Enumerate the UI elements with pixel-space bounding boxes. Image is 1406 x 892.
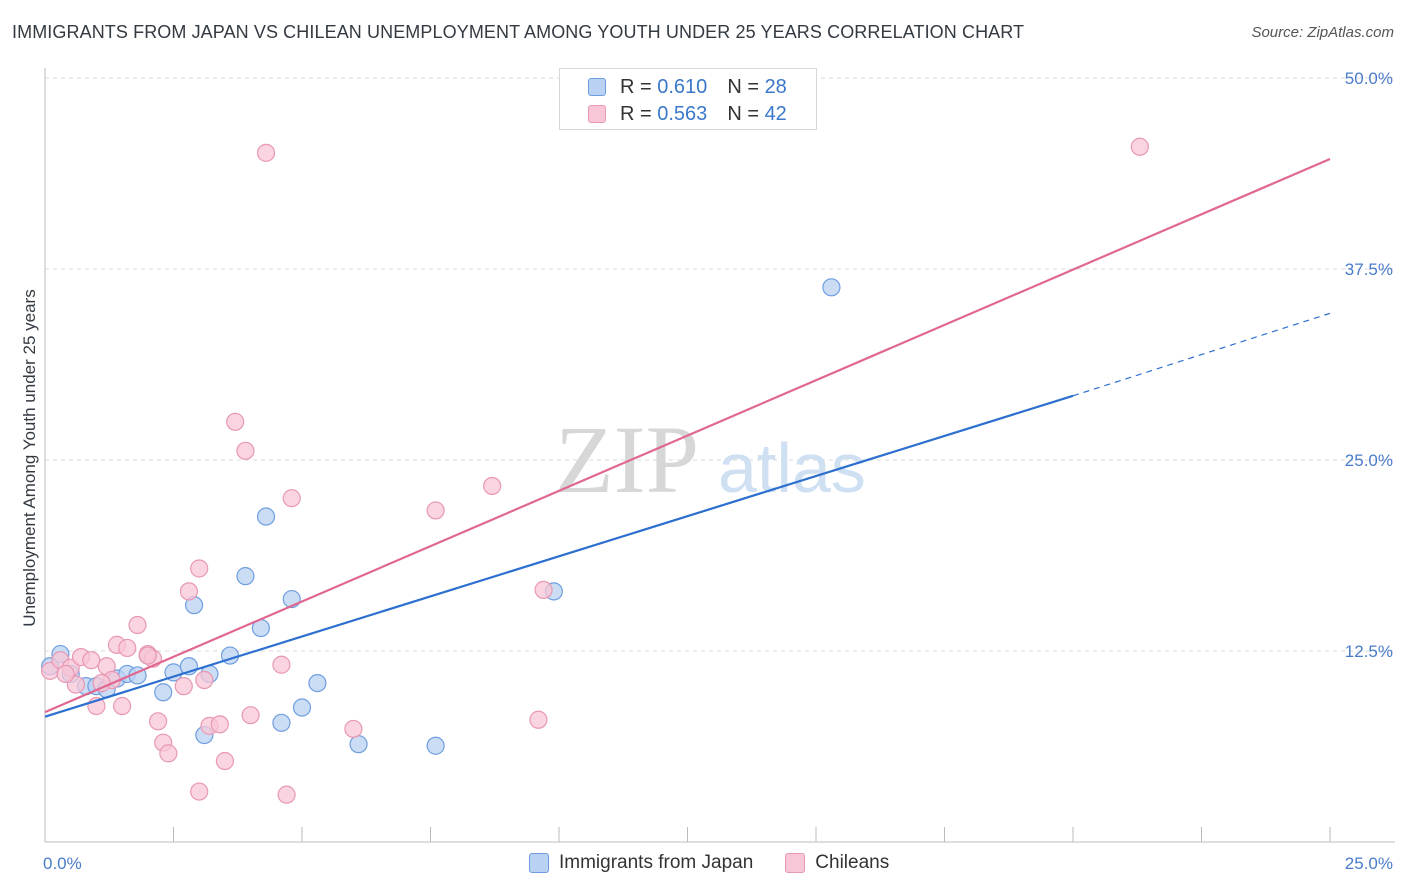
point-chileans [256,143,276,162]
legend-n-value: 28 [764,75,787,98]
point-chileans [128,615,147,635]
point-chileans [118,638,137,658]
trendline-chileans [44,157,1331,714]
legend-n-value: 42 [764,102,787,125]
point-chileans [159,744,178,763]
point-japan [256,507,276,526]
legend-row-japan: R = 0.610 N = 28 [560,74,787,100]
x-tick-label: 0.0% [43,854,82,873]
trendline-extension-japan [1072,312,1331,397]
y-tick-label: 12.5% [1345,642,1393,661]
point-chileans [529,710,548,729]
legend-swatch-japan [529,853,549,873]
point-chileans [112,696,132,716]
points-layer [41,137,1149,804]
point-chileans [272,655,291,674]
point-japan [308,673,327,693]
point-japan [164,663,183,682]
point-chileans [426,501,445,520]
chart-title: IMMIGRANTS FROM JAPAN VS CHILEAN UNEMPLO… [12,22,1025,42]
axis-layer [44,68,1395,843]
point-chileans [82,651,101,670]
series-legend: Immigrants from Japan Chileans [529,852,921,874]
legend-n-label: N = [727,75,759,98]
grid-layer [45,77,1395,652]
point-chileans [56,664,75,684]
point-japan [236,567,255,586]
legend-label-japan: Immigrants from Japan [559,852,754,873]
legend-swatch-japan [588,78,606,96]
x-tick-label: 25.0% [1345,854,1393,873]
point-chileans [138,646,157,665]
point-chileans [277,785,296,804]
point-chileans [195,670,214,690]
legend-row-chileans: R = 0.563 N = 42 [560,101,787,127]
point-chileans [282,489,301,508]
point-chileans [174,677,193,696]
point-chileans [190,782,209,801]
point-chileans [344,719,363,739]
point-japan [292,698,312,717]
stats-legend: R = 0.610 N = 28 R = 0.563 N = 42 [559,68,817,130]
point-chileans [92,673,111,693]
legend-swatch-chileans [785,853,806,873]
point-chileans [210,715,229,734]
legend-label-chileans: Chileans [815,852,890,873]
legend-r-label: R = [620,75,652,98]
point-chileans [179,582,199,601]
point-chileans [1130,137,1149,156]
legend-r-value: 0.563 [657,102,708,125]
tick-layer: 12.5% 25.0% 37.5% 50.0% 0.0% 25.0% [43,69,1393,873]
point-chileans [148,712,168,731]
point-chileans [534,580,553,599]
point-japan [822,278,841,297]
source-credit: Source: ZipAtlas.com [1251,24,1394,41]
point-chileans [241,706,260,725]
point-chileans [226,412,245,431]
point-chileans [236,441,255,460]
trend-layer [44,157,1331,718]
point-japan [349,735,368,754]
legend-item-japan[interactable]: Immigrants from Japan [529,852,753,874]
legend-n-label: N = [727,102,759,125]
y-tick-label: 25.0% [1345,451,1393,470]
point-japan [426,736,445,755]
point-chileans [215,751,234,771]
y-tick-label: 37.5% [1345,260,1393,279]
watermark-zip: ZIP [555,406,699,513]
legend-r-value: 0.610 [657,75,708,98]
legend-r-label: R = [620,102,652,125]
y-tick-label: 50.0% [1345,69,1393,88]
legend-item-chileans[interactable]: Chileans [785,852,889,874]
point-chileans [483,476,502,496]
trendline-japan [44,394,1074,718]
point-japan [272,713,291,732]
legend-swatch-chileans [588,105,606,123]
point-chileans [190,559,209,578]
point-japan [154,683,173,702]
